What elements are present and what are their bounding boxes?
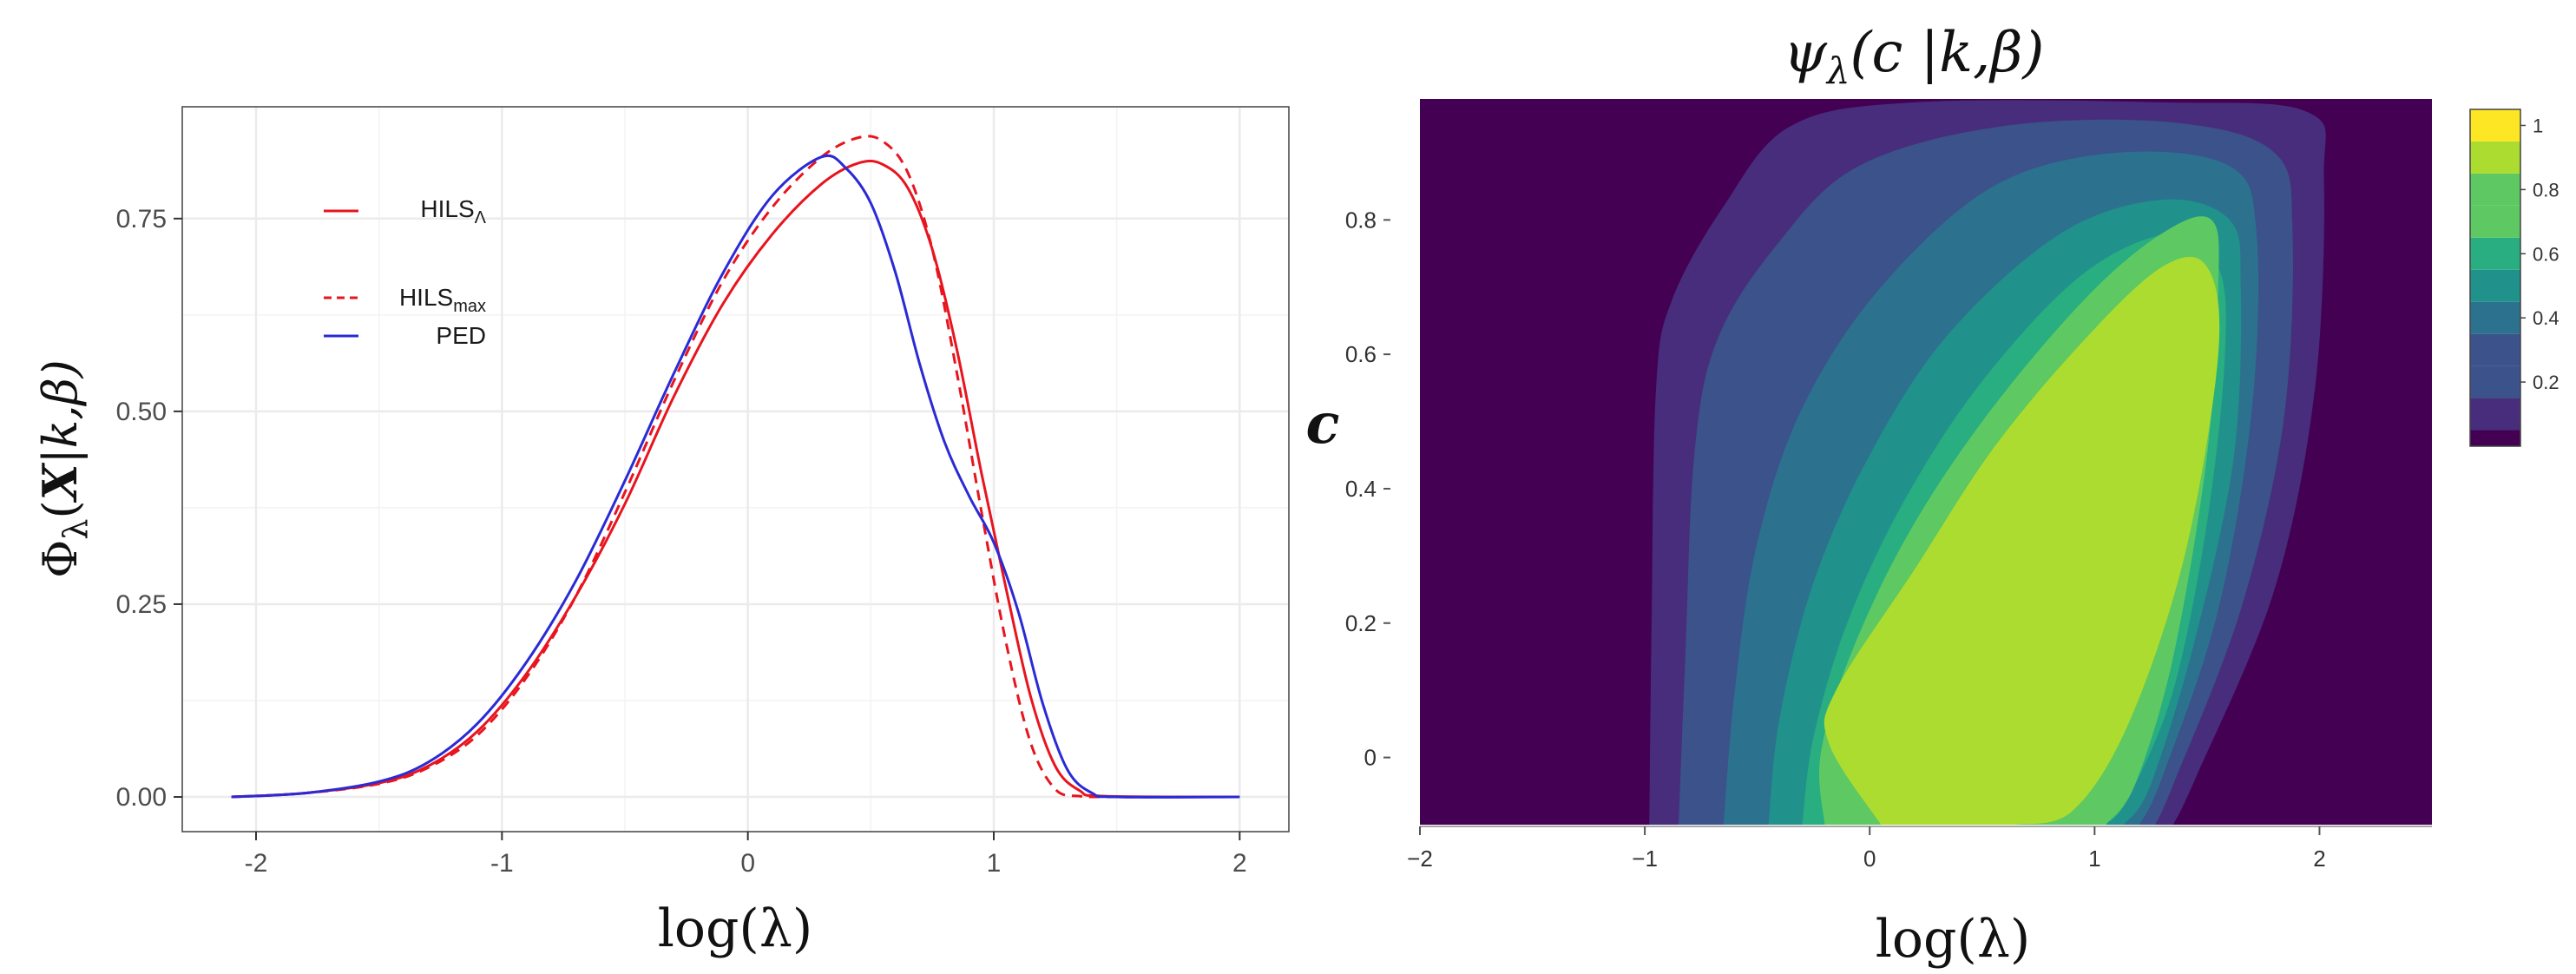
y-title-open: ( [33,500,88,518]
line-plot-background [182,107,1289,832]
title-psi: ψ [1784,21,1828,85]
x-tick-label: -1 [490,849,514,878]
heatmap-x-tick-label: 2 [2313,846,2325,872]
legend: HILSΛ HILSmax PED [324,195,487,349]
heatmap-y-tick-label: 0.4 [1345,476,1377,502]
colorbar-border [2469,109,2521,447]
x-tick-label: 1 [987,849,1002,878]
y-title-bold: X [32,462,88,503]
title-rest: (c |k,β) [1850,21,2045,85]
heatmap-x-tick-label: −2 [1407,846,1433,872]
heatmap-y-tick-label: 0 [1364,745,1377,771]
y-tick-label: 0.00 [116,783,167,812]
heatmap-y-tick-label: 0.6 [1345,341,1377,367]
colorbar-tick-label: 0.6 [2533,243,2560,265]
heatmap-panel: −2 −1 0 1 2 0 0.2 0.4 0.6 0.8 0.2 0.4 0.6 0.8 1 ψλ(c … [1306,21,2560,970]
colorbar-band [2470,205,2520,238]
series-line-hils- [231,160,1240,799]
legend-label-hils-lambda: HILSΛ [420,195,486,227]
y-title-phi: Φ [33,540,88,578]
colorbar-tick-label: 0.4 [2533,307,2560,329]
legend-entry-hils-max: HILSmax [324,284,486,316]
colorbar-band [2470,398,2520,431]
legend-label-sub: max [453,297,486,316]
heatmap-x-tick-label: 0 [1863,846,1876,872]
colorbar-band [2470,109,2520,141]
line-x-axis-title: log(λ) [658,898,813,959]
heatmap-y-axis-title: c [1306,392,1340,457]
line-plot-border [181,106,1290,833]
y-tick-label: 0.75 [116,205,167,234]
colorbar-band [2470,365,2520,398]
colorbar-band [2470,237,2520,270]
heatmap-contours [1649,100,2326,825]
heatmap-x-axis-title: log(λ) [1876,909,2031,970]
x-tick-label: 2 [1232,849,1247,878]
x-tick-label: -2 [245,849,268,878]
colorbar-band [2470,173,2520,206]
y-title-sub: λ [56,518,95,539]
y-tick-label: 0.50 [116,398,167,426]
colorbar: 0.2 0.4 0.6 0.8 1 [2469,109,2560,447]
line-plot-axes: -2 -1 0 1 2 0.00 0.25 0.50 0.75 [116,205,1247,878]
colorbar-band [2470,301,2520,334]
line-series-group [231,135,1240,799]
legend-label-base: HILS [399,284,453,311]
heatmap-y-tick-label: 0.8 [1345,207,1377,233]
heatmap-axes: −2 −1 0 1 2 0 0.2 0.4 0.6 0.8 [1345,207,2432,872]
colorbar-band [2470,141,2520,174]
legend-label-hils-max: HILSmax [399,284,486,316]
x-tick-label: 0 [740,849,755,878]
y-tick-label: 0.25 [116,590,167,619]
y-title-tail: |k,β) [33,359,88,464]
series-line-hils-max [231,135,1240,799]
series-line-ped [231,154,1240,799]
heatmap-x-tick-label: −1 [1632,846,1658,872]
colorbar-tick-label: 0.2 [2533,372,2560,393]
heatmap-x-tick-label: 1 [2088,846,2100,872]
legend-label-base: HILS [420,195,474,222]
legend-entry-ped: PED [324,322,486,349]
colorbar-band [2470,430,2520,446]
colorbar-band [2470,269,2520,302]
legend-label-sub: Λ [475,208,487,227]
contour-band-0.9 [1824,256,2220,825]
line-y-axis-title: Φλ(X|k,β) [32,359,95,578]
colorbar-band [2470,333,2520,366]
colorbar-tick-label: 0.8 [2533,179,2560,201]
legend-entry-hils-lambda: HILSΛ [324,195,487,227]
legend-label-ped: PED [436,322,486,349]
colorbar-tick-label: 1 [2533,115,2543,136]
line-chart-panel: -2 -1 0 1 20.000.250.500.75 HILSΛ HILSmax PE… [32,106,1290,959]
heatmap-y-tick-label: 0.2 [1345,610,1377,636]
heatmap-title: ψλ(c |k,β) [1784,21,2045,92]
title-sub: λ [1825,49,1850,92]
